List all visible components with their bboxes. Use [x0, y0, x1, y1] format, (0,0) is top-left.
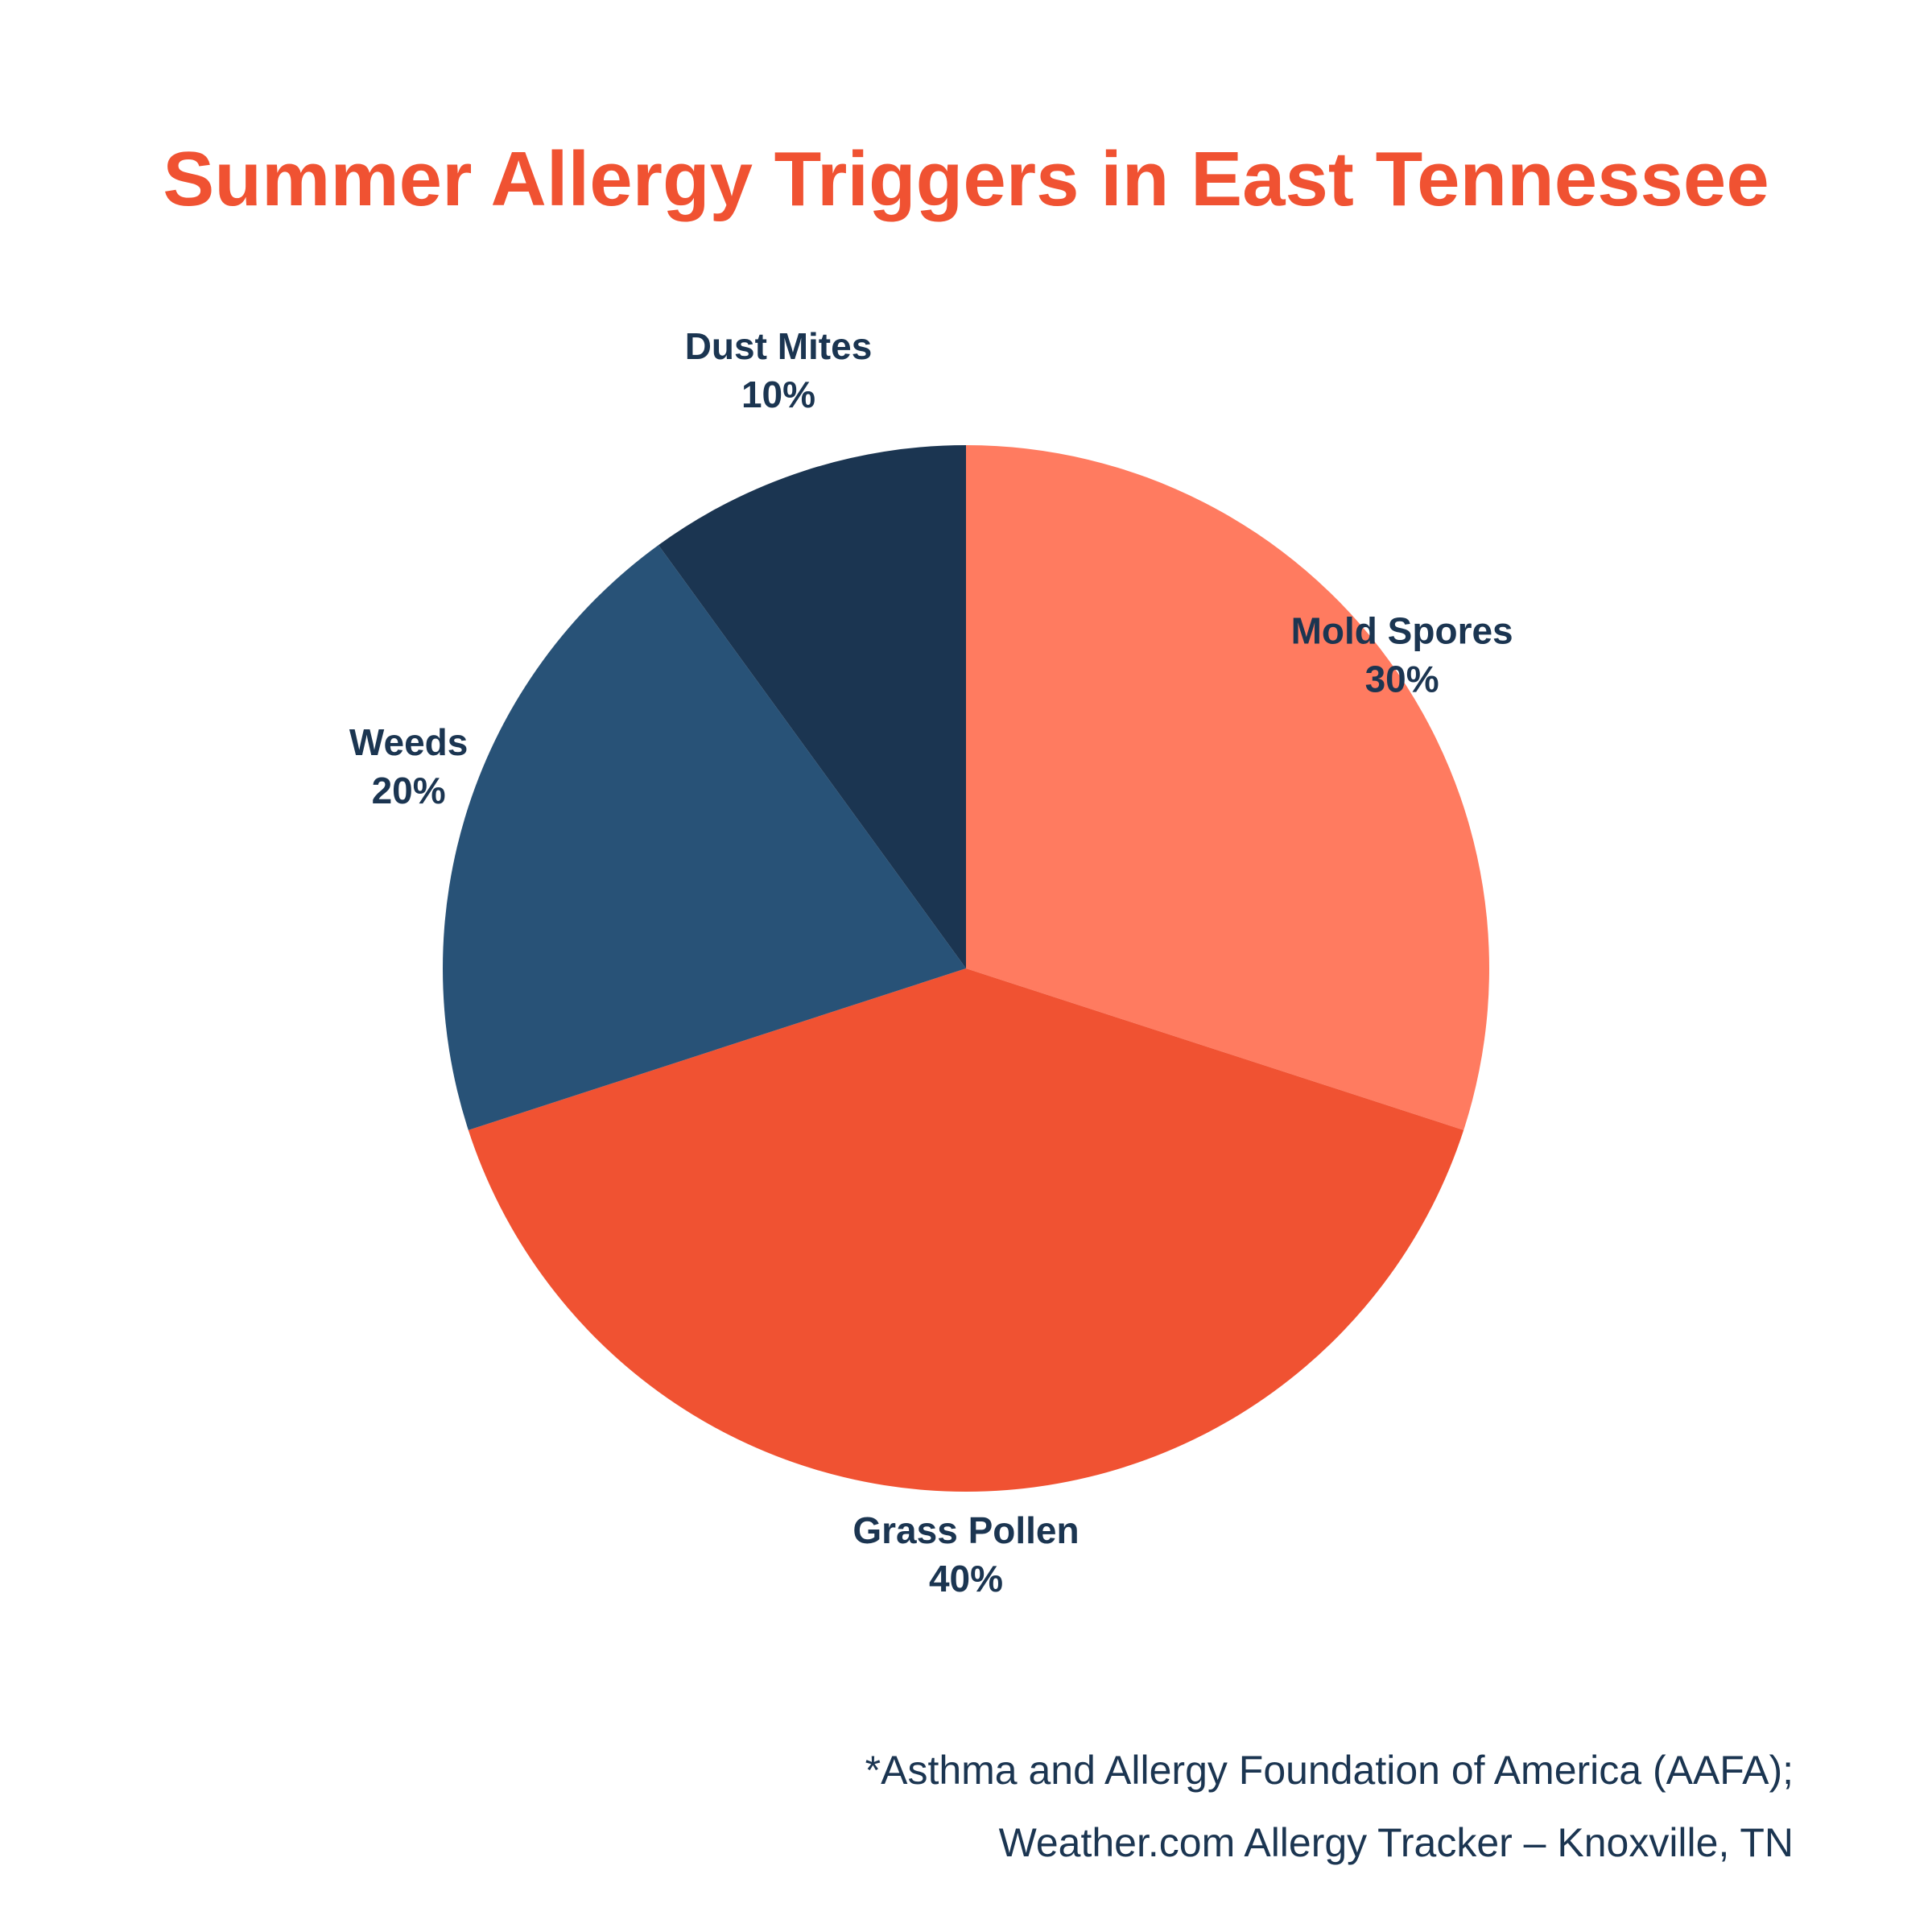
- pie-slice-grass-pollen: [468, 968, 1464, 1492]
- slice-label-dust-mites: Dust Mites: [685, 325, 873, 367]
- chart-title: Summer Allergy Triggers in East Tennesse…: [163, 136, 1769, 222]
- source-note-line-2: Weather.com Allergy Tracker – Knoxville,…: [998, 1820, 1794, 1865]
- pie-slice-dust-mites: [658, 445, 966, 968]
- source-note-line-1: *Asthma and Allergy Foundation of Americ…: [865, 1748, 1794, 1793]
- slice-value-label-mold-spores: 30%: [1365, 658, 1439, 700]
- pie-slice-weeds: [443, 545, 966, 1130]
- slice-label-weeds: Weeds: [349, 721, 468, 763]
- slice-label-mold-spores: Mold Spores: [1291, 609, 1513, 651]
- slice-label-grass-pollen: Grass Pollen: [852, 1509, 1079, 1551]
- pie-slice-mold-spores: [966, 445, 1489, 1130]
- pie-slices: [443, 445, 1489, 1492]
- slice-value-label-dust-mites: 10%: [741, 374, 815, 415]
- slice-value-label-grass-pollen: 40%: [929, 1558, 1003, 1600]
- pie-labels: Mold Spores 30% Grass Pollen 40% Weeds 20% Dus…: [349, 325, 1513, 1600]
- slice-value-label-weeds: 20%: [372, 770, 446, 811]
